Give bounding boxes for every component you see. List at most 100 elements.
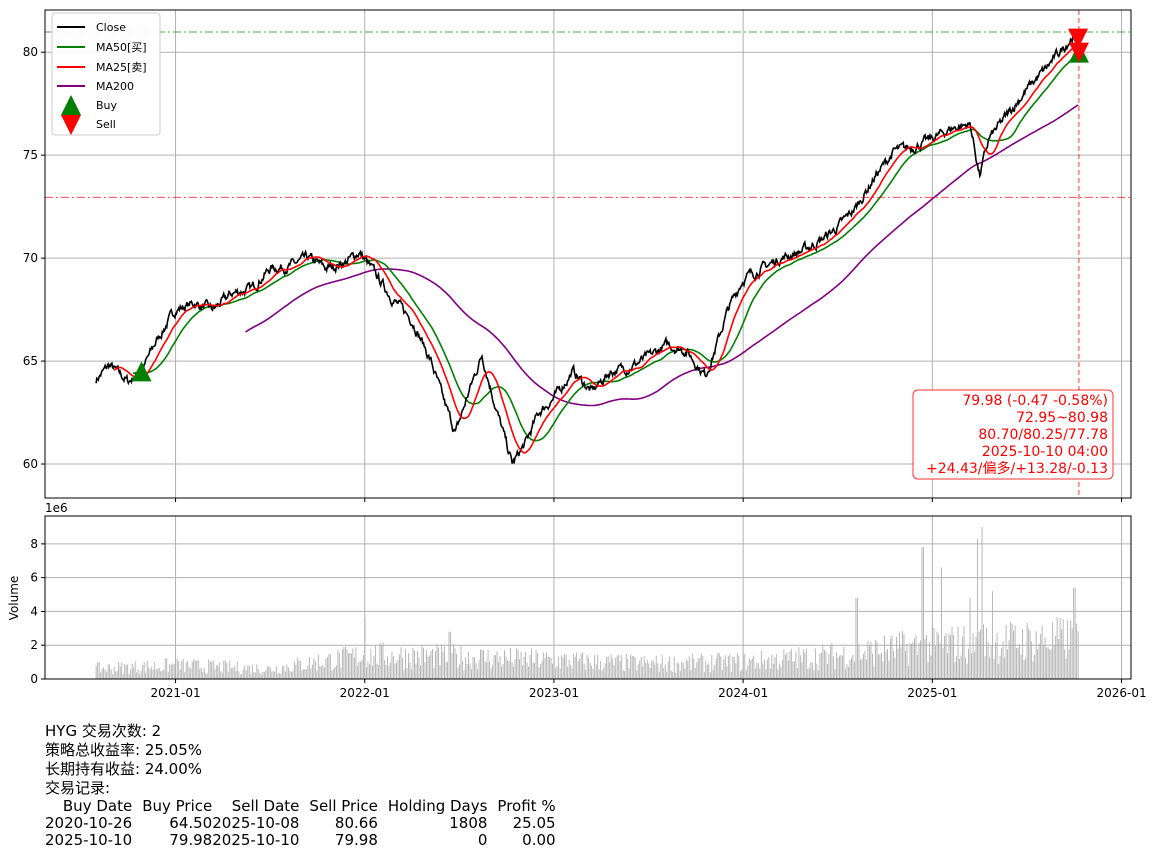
volume-bar xyxy=(613,665,615,679)
volume-bar xyxy=(691,653,693,679)
volume-bar xyxy=(999,656,1001,679)
volume-bar xyxy=(702,656,704,679)
volume-bar xyxy=(684,668,686,679)
volume-bar xyxy=(784,654,786,679)
volume-bar xyxy=(547,656,549,679)
volume-bar xyxy=(811,662,813,679)
volume-bar xyxy=(858,644,860,679)
price-y-tick-label: 80 xyxy=(23,45,38,59)
volume-bar xyxy=(798,647,800,679)
volume-bar xyxy=(975,636,977,679)
table-row: 2020-10-26 64.50 2025-10-08 80.66 1808 25.05 xyxy=(45,815,556,832)
volume-bar xyxy=(209,661,211,679)
volume-bar xyxy=(463,670,465,679)
x-tick-label: 2025-01 xyxy=(907,686,957,700)
volume-bar xyxy=(380,644,382,679)
sell-marker xyxy=(1068,28,1089,49)
volume-bar xyxy=(655,655,657,679)
volume-bar xyxy=(157,668,159,679)
volume-bar xyxy=(200,667,202,679)
cell: 1808 xyxy=(449,814,488,832)
volume-bar xyxy=(405,648,406,679)
ma200-line xyxy=(245,104,1079,407)
header-holding-days: Holding Days xyxy=(387,797,488,815)
volume-bar xyxy=(929,642,930,679)
volume-bar xyxy=(622,670,624,679)
volume-bar xyxy=(700,653,702,679)
cell: 25.05 xyxy=(512,814,556,832)
volume-bar xyxy=(344,646,346,679)
volume-bar xyxy=(828,654,830,679)
volume-bar xyxy=(790,649,792,679)
volume-bar xyxy=(161,670,163,679)
volume-bar xyxy=(364,618,366,679)
volume-bar xyxy=(819,653,821,679)
header-buy-price: Buy Price xyxy=(142,797,213,815)
volume-bar xyxy=(906,643,908,679)
volume-bar xyxy=(474,657,475,679)
volume-bar xyxy=(257,669,259,679)
volume-bar xyxy=(332,668,334,679)
volume-bar xyxy=(789,651,791,679)
cell: 79.98 xyxy=(334,831,378,849)
volume-bar xyxy=(859,659,861,679)
volume-bar xyxy=(151,666,153,679)
volume-bar xyxy=(1007,649,1009,679)
volume-bar xyxy=(453,644,454,679)
volume-bar xyxy=(594,655,596,679)
legend-ma25: MA25[卖] xyxy=(96,61,147,74)
volume-bar xyxy=(313,658,315,679)
volume-bar xyxy=(1034,654,1036,679)
volume-bar xyxy=(621,655,623,679)
trade-markers xyxy=(131,28,1089,382)
volume-bar xyxy=(639,660,641,679)
volume-bar xyxy=(601,670,603,679)
volume-bar xyxy=(658,671,660,679)
volume-bar xyxy=(844,669,846,679)
volume-bar xyxy=(435,651,436,679)
volume-bar xyxy=(107,664,109,679)
annotation-datetime: 2025-10-10 04:00 xyxy=(982,444,1108,460)
volume-bar xyxy=(191,661,193,679)
volume-bar xyxy=(490,668,492,679)
volume-bar xyxy=(361,660,363,679)
volume-bar xyxy=(890,638,891,679)
volume-bar xyxy=(305,669,307,679)
volume-bar xyxy=(368,664,370,679)
volume-bar xyxy=(708,663,710,679)
volume-bar xyxy=(947,653,948,679)
volume-bar xyxy=(591,665,593,679)
volume-bar xyxy=(938,634,939,679)
table-header-row: Buy Date Buy Price Sell Date Sell Price … xyxy=(45,798,556,815)
volume-bar xyxy=(984,656,986,679)
volume-bar xyxy=(1073,587,1075,679)
volume-bar xyxy=(598,669,600,679)
volume-bar xyxy=(909,643,911,679)
volume-bar xyxy=(286,664,288,679)
volume-bar xyxy=(881,653,882,679)
volume-bar xyxy=(1031,641,1033,679)
volume-bar xyxy=(320,666,322,679)
volume-bar xyxy=(421,645,423,679)
volume-bar xyxy=(825,651,827,679)
volume-bar xyxy=(927,662,929,679)
volume-bar xyxy=(531,648,533,679)
volume-bar xyxy=(376,663,378,679)
volume-bar xyxy=(867,640,869,679)
volume-bar xyxy=(143,662,145,679)
volume-bar xyxy=(272,671,274,679)
volume-bar xyxy=(747,665,749,679)
volume-bar xyxy=(362,655,364,679)
trade-count: HYG 交易次数: 2 xyxy=(45,722,162,740)
volume-bar xyxy=(383,660,385,679)
volume-bar xyxy=(289,670,291,679)
volume-bar xyxy=(223,660,225,679)
volume-bar xyxy=(495,655,497,679)
volume-bar xyxy=(373,656,375,679)
volume-bar xyxy=(1010,621,1012,679)
volume-bar xyxy=(556,666,558,679)
volume-bar xyxy=(131,663,133,679)
volume-bar xyxy=(466,663,468,679)
volume-bar xyxy=(1053,645,1055,679)
volume-bar xyxy=(977,538,979,679)
